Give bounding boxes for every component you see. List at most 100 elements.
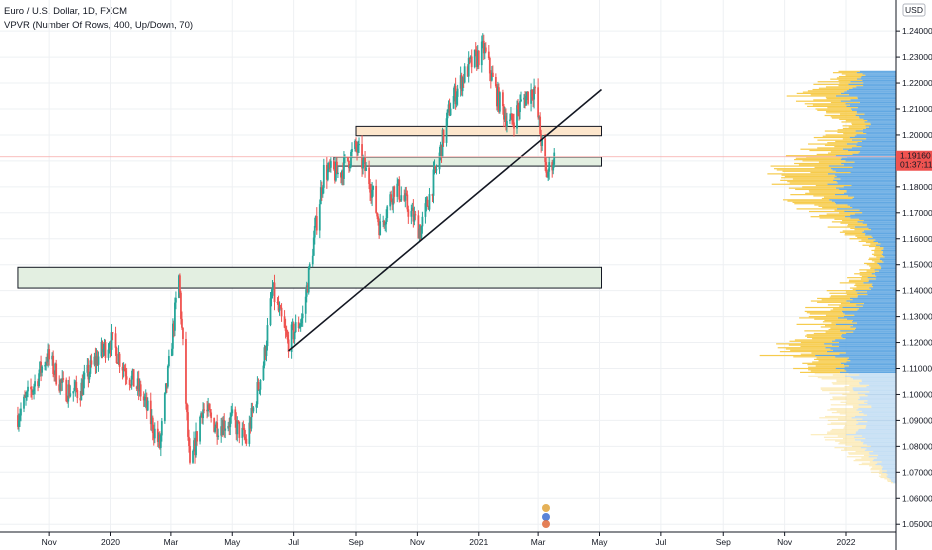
vp-row-down <box>802 186 844 188</box>
vp-row-up <box>887 476 896 479</box>
candle <box>125 367 128 385</box>
candle <box>490 66 493 82</box>
y-tick-label: 1.08000 <box>902 441 932 451</box>
vp-row-down <box>795 188 840 191</box>
currency-badge <box>902 3 926 17</box>
vp-row-down <box>861 462 878 464</box>
candle-body <box>87 364 90 380</box>
candle <box>122 362 125 378</box>
candle <box>135 385 138 391</box>
vp-row-up <box>852 319 896 322</box>
candle-body <box>350 151 352 166</box>
vp-row-up <box>857 292 896 294</box>
vp-row-down <box>846 395 868 397</box>
vp-row-down <box>829 292 858 294</box>
vp-row-up <box>845 103 896 105</box>
candle-body <box>38 373 40 387</box>
candle-body <box>230 413 233 417</box>
vp-row-down <box>781 174 836 176</box>
vp-row-up <box>868 280 896 283</box>
vp-row-up <box>859 218 896 220</box>
vp-row-up <box>852 388 896 390</box>
vp-row-down <box>876 256 885 258</box>
candle <box>180 290 182 325</box>
vp-row-up <box>856 304 896 306</box>
vp-row-up <box>858 308 896 310</box>
candle-body <box>496 87 499 107</box>
candle-body <box>285 330 288 335</box>
candle <box>357 140 359 156</box>
candle <box>377 213 380 226</box>
y-tick-label: 1.24000 <box>902 26 932 36</box>
vp-row-up <box>864 449 896 451</box>
candle-body <box>420 226 423 240</box>
vp-row-up <box>855 432 896 434</box>
candle <box>203 403 205 414</box>
candle <box>290 321 293 359</box>
candle <box>447 100 450 113</box>
candle-body <box>441 129 444 157</box>
vp-row-up <box>850 360 896 362</box>
candle <box>231 403 234 416</box>
candle-body <box>80 382 83 401</box>
vp-row-up <box>845 352 896 354</box>
vp-row-up <box>828 165 896 167</box>
candle-body <box>386 206 389 219</box>
vp-row-up <box>856 134 896 136</box>
vp-row-down <box>871 249 882 252</box>
candle <box>150 409 153 432</box>
vp-row-up <box>848 149 896 152</box>
vp-row-up <box>837 182 896 184</box>
candle <box>136 371 139 396</box>
candle-body <box>32 390 34 393</box>
candle-body <box>166 366 169 387</box>
vp-row-down <box>823 196 854 198</box>
candle-body <box>95 356 98 365</box>
candle <box>248 415 251 447</box>
vp-row-up <box>859 209 896 211</box>
vp-row-up <box>852 153 896 156</box>
candle <box>473 49 476 69</box>
vp-row-down <box>831 382 860 384</box>
candle-body <box>146 400 149 411</box>
vp-row-up <box>865 127 896 130</box>
candle <box>350 149 352 169</box>
vp-row-down <box>776 343 825 345</box>
candle <box>442 129 445 147</box>
candle-body <box>164 383 167 394</box>
vp-row-down <box>820 326 851 328</box>
candle <box>96 350 99 367</box>
candle-body <box>361 144 363 169</box>
candle <box>502 89 504 115</box>
vp-row-up <box>852 207 896 209</box>
candle <box>327 161 330 173</box>
candle-body <box>54 363 57 375</box>
candle <box>347 156 349 163</box>
candle-body <box>200 413 202 417</box>
candle <box>453 83 456 102</box>
candle-body <box>467 57 470 77</box>
vp-row-up <box>867 421 896 423</box>
vp-row-down <box>861 457 877 459</box>
vp-row-up <box>855 327 896 329</box>
candle <box>93 352 96 367</box>
candle-body <box>188 436 190 447</box>
vp-row-down <box>846 400 868 402</box>
candle <box>271 280 274 299</box>
candle <box>305 281 308 303</box>
candle <box>23 394 25 413</box>
candle <box>397 179 400 186</box>
zone-green-1 <box>333 156 603 167</box>
vp-row-up <box>846 332 896 335</box>
vp-row-up <box>848 373 896 375</box>
vp-row-down <box>844 232 866 235</box>
candle-body <box>541 138 544 146</box>
trendline <box>288 88 603 352</box>
vp-row-down <box>773 168 831 170</box>
candle-body <box>487 51 490 58</box>
vp-row-up <box>854 213 896 215</box>
y-tick-label: 1.18000 <box>902 182 932 192</box>
vp-row-down <box>858 463 876 466</box>
vp-row-down <box>789 340 832 342</box>
